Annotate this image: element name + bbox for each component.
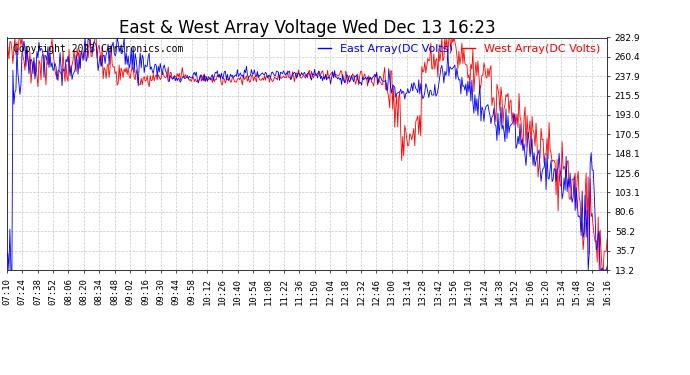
Text: Copyright 2023 Cartronics.com: Copyright 2023 Cartronics.com	[13, 45, 184, 54]
Legend: East Array(DC Volts), West Array(DC Volts): East Array(DC Volts), West Array(DC Volt…	[314, 40, 605, 58]
Title: East & West Array Voltage Wed Dec 13 16:23: East & West Array Voltage Wed Dec 13 16:…	[119, 20, 495, 38]
